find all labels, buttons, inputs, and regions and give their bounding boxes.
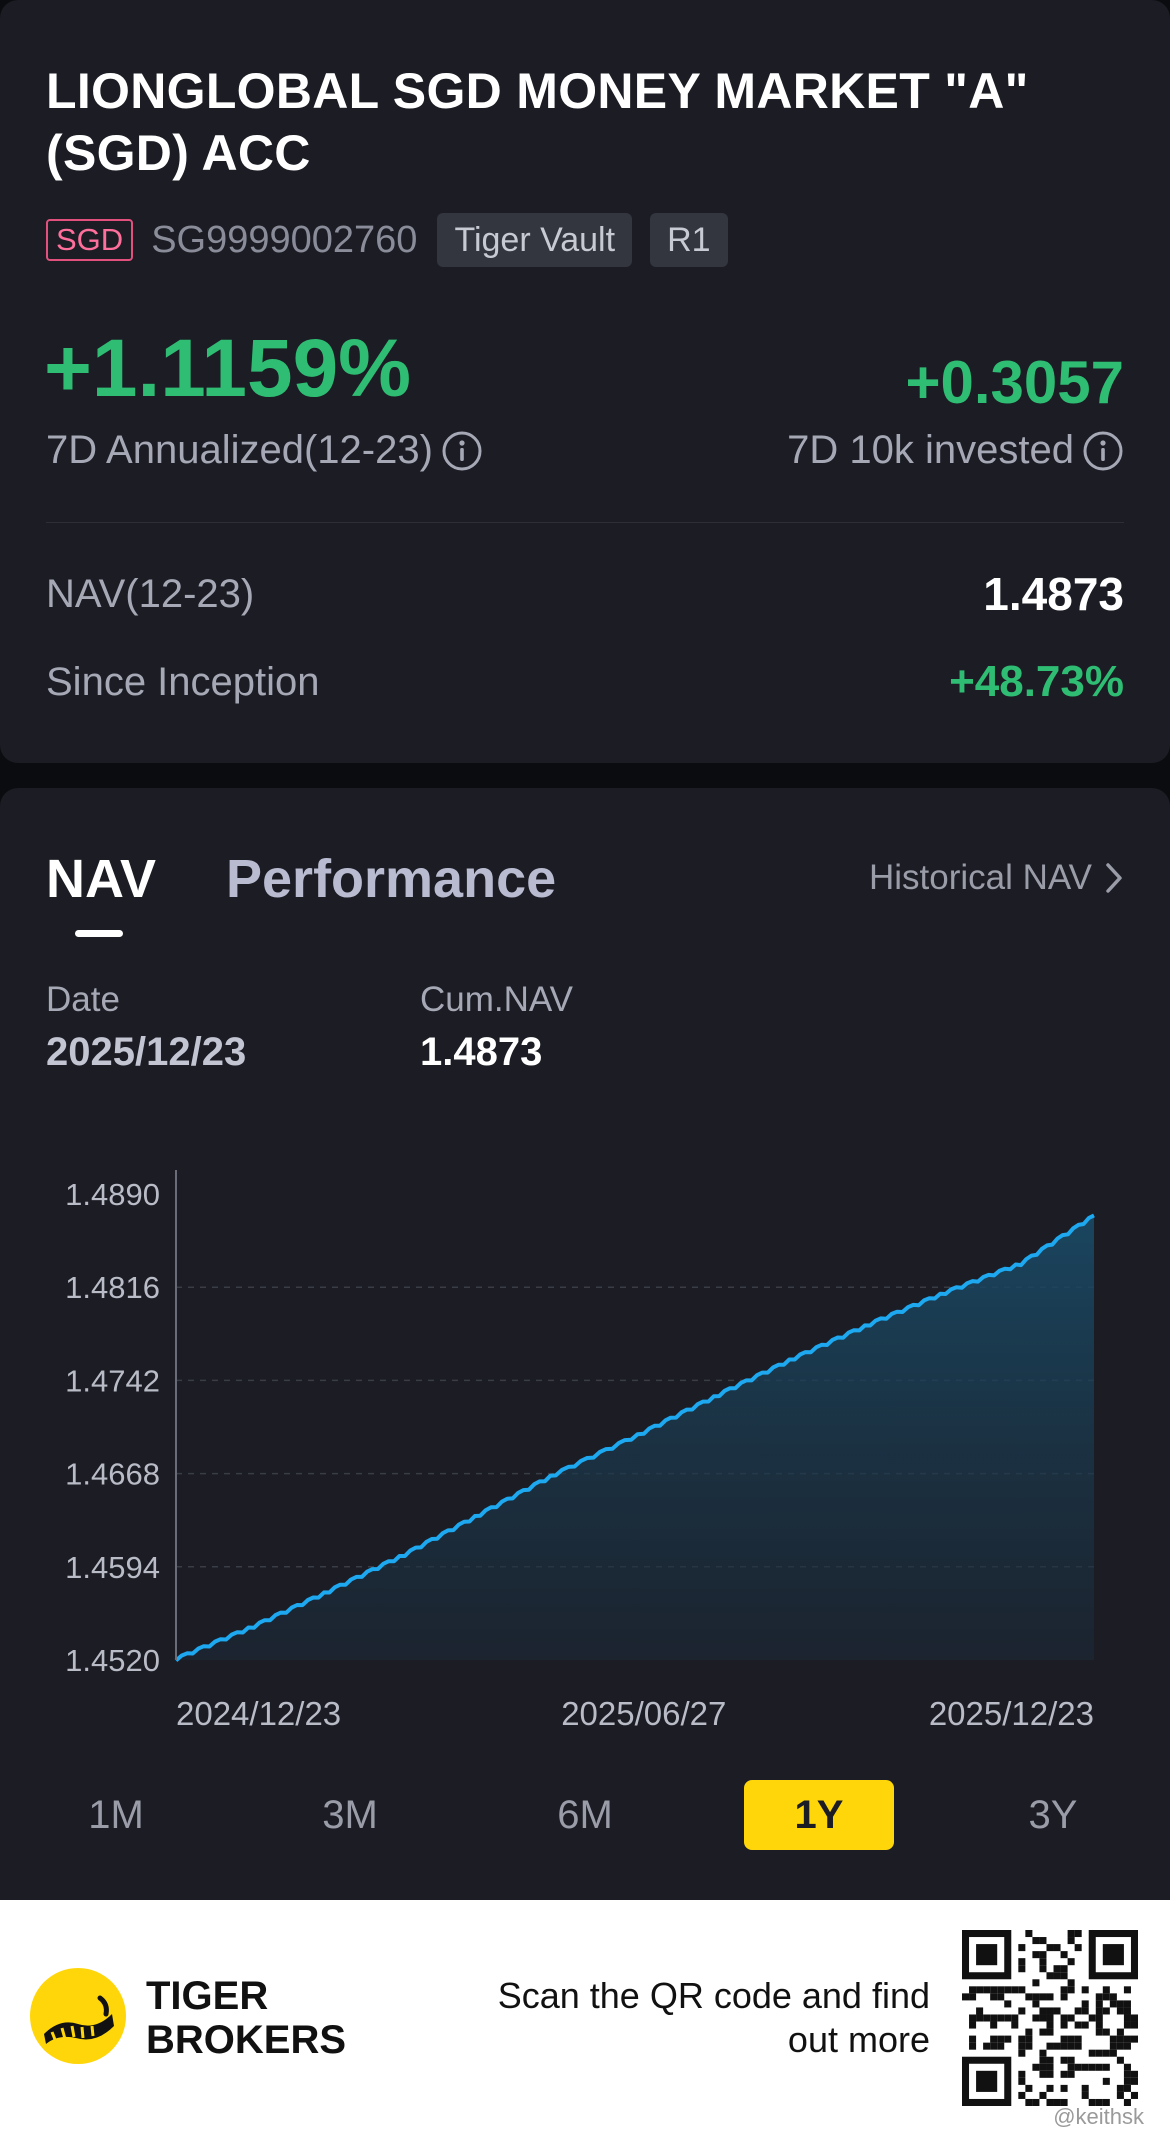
date-label: Date xyxy=(46,980,120,1019)
date-value: 2025/12/23 xyxy=(46,1030,247,1074)
y-tick-label: 1.4742 xyxy=(65,1363,160,1398)
nav-series-line xyxy=(174,1213,1095,1663)
y-tick-label: 1.4816 xyxy=(65,1270,160,1305)
since-inception-value: +48.73% xyxy=(949,657,1124,706)
10k-invested-label: 7D 10k invested xyxy=(787,428,1124,473)
active-tab-indicator xyxy=(75,930,123,937)
y-tick-label: 1.4668 xyxy=(65,1457,160,1492)
historical-nav-label: Historical NAV xyxy=(868,858,1092,897)
qr-code-icon[interactable] xyxy=(962,1930,1138,2106)
range-3m[interactable]: 3M xyxy=(322,1793,378,1837)
currency-tag: SGD xyxy=(46,219,134,261)
historical-nav-link[interactable]: Historical NAV xyxy=(869,858,1124,898)
cum-nav-value: 1.4873 xyxy=(420,1030,543,1074)
nav-label: NAV(12-23) xyxy=(46,571,255,616)
x-tick-label: 2025/12/23 xyxy=(929,1695,1094,1732)
tiger-brokers-logo-icon xyxy=(30,1968,126,2064)
annualized-yield-value: +1.1159% xyxy=(44,323,412,414)
fund-title: LIONGLOBAL SGD MONEY MARKET "A" (SGD) AC… xyxy=(46,63,1029,181)
time-range-selector: 1M 3M 6M 1Y 3Y xyxy=(0,1780,1170,1850)
range-6m[interactable]: 6M xyxy=(557,1793,613,1837)
nav-row: NAV(12-23) 1.4873 xyxy=(46,564,1124,624)
watermark-text: @keithsk xyxy=(1053,2104,1144,2129)
chevron-right-icon xyxy=(1106,863,1122,893)
nav-value: 1.4873 xyxy=(983,568,1124,620)
y-tick-label: 1.4520 xyxy=(65,1643,160,1678)
y-tick-label: 1.4594 xyxy=(65,1550,160,1585)
brand-name: TIGER BROKERS xyxy=(146,1974,346,2062)
y-tick-label: 1.4890 xyxy=(65,1177,160,1212)
tab-performance[interactable]: Performance xyxy=(226,849,557,909)
x-tick-label: 2025/06/27 xyxy=(561,1695,726,1732)
10k-label-text: 7D 10k invested xyxy=(787,428,1074,472)
range-1m[interactable]: 1M xyxy=(88,1793,144,1837)
10k-invested-value: +0.3057 xyxy=(905,349,1124,416)
info-icon[interactable] xyxy=(441,430,483,472)
fund-summary-card: LIONGLOBAL SGD MONEY MARKET "A" (SGD) AC… xyxy=(0,0,1170,763)
range-3y[interactable]: 3Y xyxy=(1028,1793,1078,1837)
brand-line-1: TIGER xyxy=(146,1974,269,2018)
tiger-vault-chip: Tiger Vault xyxy=(437,213,633,267)
tab-nav[interactable]: NAV xyxy=(46,849,157,909)
risk-level-chip: R1 xyxy=(650,213,728,267)
promo-footer: TIGER BROKERS Scan the QR code and find … xyxy=(0,1900,1170,2139)
info-icon[interactable] xyxy=(1082,430,1124,472)
annualized-label-text: 7D Annualized(12-23) xyxy=(46,428,433,472)
cum-nav-label: Cum.NAV xyxy=(420,980,573,1019)
since-inception-row: Since Inception +48.73% xyxy=(46,652,1124,712)
since-inception-label: Since Inception xyxy=(46,659,320,704)
nav-line-chart[interactable]: 1.4890 1.4816 1.4742 1.4668 1.4594 1.4520 202… xyxy=(0,1150,1170,1750)
fund-tags: SGD SG9999002760 Tiger Vault R1 xyxy=(46,212,746,268)
isin-code: SG9999002760 xyxy=(151,218,418,261)
annualized-yield-label: 7D Annualized(12-23) xyxy=(46,428,483,473)
brand-line-2: BROKERS xyxy=(146,2018,347,2062)
x-tick-label: 2024/12/23 xyxy=(176,1695,341,1732)
scan-qr-text: Scan the QR code and find out more xyxy=(497,1975,930,2060)
range-1y[interactable]: 1Y xyxy=(744,1780,894,1850)
divider xyxy=(46,522,1124,523)
